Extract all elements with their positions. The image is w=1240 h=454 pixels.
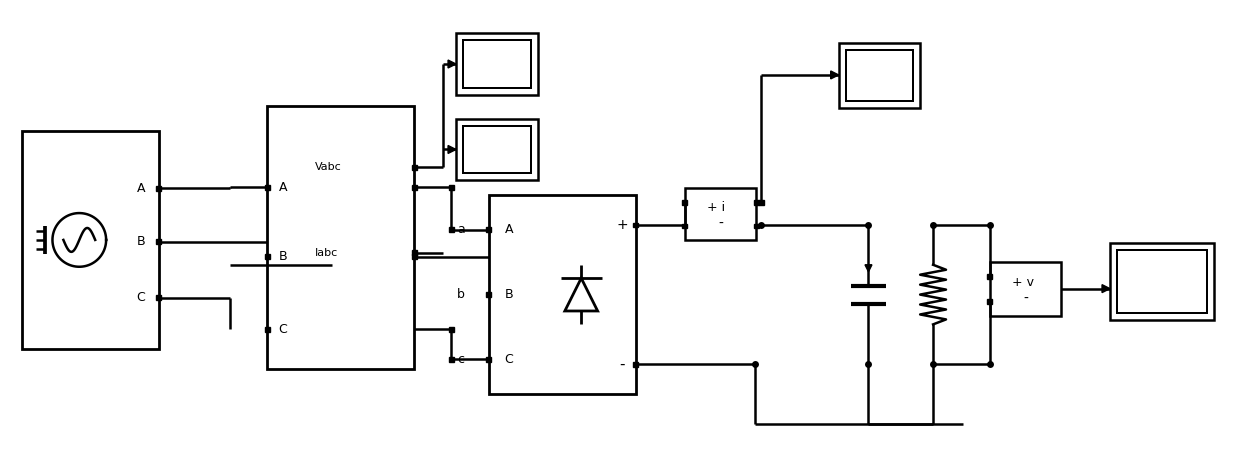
Bar xyxy=(456,118,537,180)
Text: C: C xyxy=(505,353,513,365)
Text: + v: + v xyxy=(1012,276,1033,289)
Text: Iabc: Iabc xyxy=(315,248,339,258)
Bar xyxy=(1117,250,1208,313)
Bar xyxy=(754,223,759,228)
Text: Vabc: Vabc xyxy=(315,163,342,173)
Text: B: B xyxy=(136,236,145,248)
Text: C: C xyxy=(136,291,145,304)
Polygon shape xyxy=(448,145,456,153)
Text: A: A xyxy=(279,181,288,194)
Bar xyxy=(449,227,454,232)
Bar xyxy=(412,250,417,255)
Bar xyxy=(412,185,417,190)
Bar xyxy=(267,106,414,369)
Bar xyxy=(463,40,531,88)
Bar xyxy=(759,200,764,205)
Bar xyxy=(463,126,531,173)
Bar xyxy=(684,188,756,240)
Bar xyxy=(486,227,491,232)
Bar xyxy=(634,222,639,227)
Text: c: c xyxy=(458,353,465,365)
Text: B: B xyxy=(505,288,513,301)
Bar xyxy=(156,295,161,300)
Bar xyxy=(838,43,920,108)
Bar xyxy=(634,362,639,367)
Bar xyxy=(456,33,537,95)
Bar xyxy=(1110,243,1214,321)
Bar xyxy=(486,357,491,362)
Polygon shape xyxy=(831,71,838,79)
Bar xyxy=(449,327,454,332)
Polygon shape xyxy=(448,60,456,68)
Bar xyxy=(987,299,992,304)
Bar xyxy=(682,200,687,205)
Bar xyxy=(21,131,159,349)
Bar xyxy=(990,262,1061,316)
Bar xyxy=(987,274,992,279)
Bar xyxy=(489,195,636,394)
Text: A: A xyxy=(136,182,145,195)
Text: C: C xyxy=(279,323,288,336)
Bar xyxy=(264,185,269,190)
Text: b: b xyxy=(458,288,465,301)
Bar xyxy=(682,223,687,228)
Text: B: B xyxy=(279,250,288,263)
Bar xyxy=(846,50,913,101)
Bar xyxy=(449,185,454,190)
Bar xyxy=(156,186,161,191)
Bar xyxy=(412,165,417,170)
Text: -: - xyxy=(619,357,625,372)
Bar xyxy=(412,254,417,259)
Text: -: - xyxy=(1023,292,1028,306)
Bar xyxy=(754,200,759,205)
Bar xyxy=(156,239,161,244)
Text: +: + xyxy=(616,218,627,232)
Text: A: A xyxy=(505,223,513,237)
Text: a: a xyxy=(458,223,465,237)
Bar xyxy=(449,357,454,362)
Polygon shape xyxy=(1102,285,1110,292)
Polygon shape xyxy=(866,265,872,272)
Text: -: - xyxy=(718,217,723,230)
Text: + i: + i xyxy=(707,202,725,214)
Bar xyxy=(486,292,491,297)
Bar xyxy=(264,327,269,332)
Bar xyxy=(264,254,269,259)
